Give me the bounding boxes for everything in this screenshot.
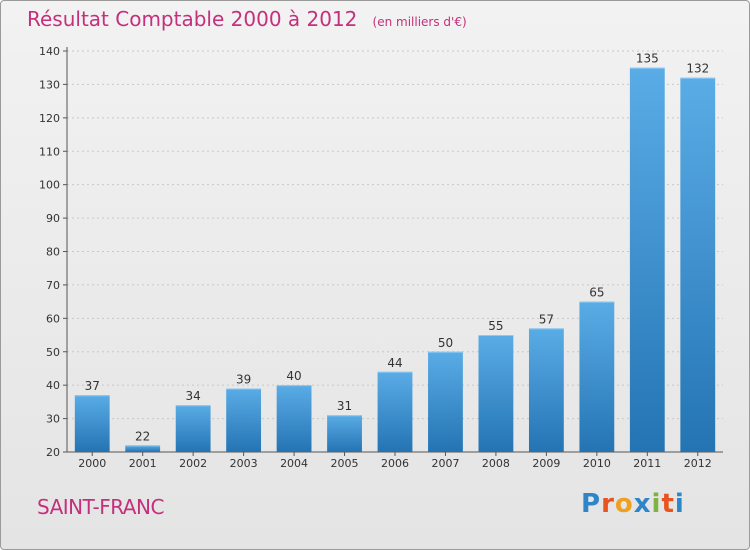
y-tick-labels: 20 30 40 50 60 70 80 90 100 110 120 130 140 <box>39 45 60 459</box>
data-label: 34 <box>186 389 201 403</box>
data-label: 40 <box>286 369 301 383</box>
bar <box>478 335 514 452</box>
data-labels: 37 22 34 39 40 31 44 50 55 57 65 135 132 <box>85 52 710 444</box>
bar <box>226 388 262 452</box>
bar <box>579 301 615 452</box>
data-label: 37 <box>85 379 100 393</box>
y-tick-label: 40 <box>46 379 60 392</box>
data-label: 57 <box>539 312 554 326</box>
y-tick-label: 30 <box>46 413 60 426</box>
y-tick-label: 110 <box>39 145 60 158</box>
data-label: 39 <box>236 373 251 387</box>
y-tick-label: 100 <box>39 179 60 192</box>
data-label: 50 <box>438 336 453 350</box>
x-tick-label: 2002 <box>179 457 207 470</box>
data-label: 135 <box>636 52 659 66</box>
bar <box>74 395 110 452</box>
y-tick-label: 60 <box>46 312 60 325</box>
chart-subtitle: (en milliers d'€) <box>372 15 467 29</box>
x-tick-label: 2011 <box>633 457 661 470</box>
bar <box>528 328 564 452</box>
x-tick-label: 2005 <box>331 457 359 470</box>
bar <box>125 445 161 452</box>
y-tick-label: 120 <box>39 112 60 125</box>
bar <box>175 405 211 452</box>
data-label: 132 <box>686 62 709 76</box>
data-label: 44 <box>387 356 402 370</box>
logo-letter: t <box>661 489 675 519</box>
x-tick-label: 2003 <box>230 457 258 470</box>
y-tick-label: 50 <box>46 346 60 359</box>
logo-letter: i <box>651 489 662 519</box>
y-tick-label: 90 <box>46 212 60 225</box>
data-label: 31 <box>337 399 352 413</box>
proxiti-logo: Proxiti <box>581 489 685 519</box>
x-tick-label: 2004 <box>280 457 308 470</box>
logo-letter: i <box>674 489 685 519</box>
x-tick-label: 2008 <box>482 457 510 470</box>
y-tick-label: 130 <box>39 78 60 91</box>
city-name: SAINT-FRANC <box>37 495 164 519</box>
x-tick-label: 2010 <box>583 457 611 470</box>
data-label: 65 <box>589 286 604 300</box>
bar <box>377 371 413 452</box>
x-tick-labels: 2000 2001 2002 2003 2004 2005 2006 2007 2008 2009… <box>78 457 712 470</box>
x-tick-label: 2001 <box>129 457 157 470</box>
x-tick-label: 2009 <box>532 457 560 470</box>
logo-letter: o <box>614 489 634 519</box>
y-tick-label: 140 <box>39 45 60 58</box>
bar <box>428 351 463 452</box>
bar <box>629 67 665 452</box>
x-tick-label: 2012 <box>684 457 712 470</box>
title-row: Résultat Comptable 2000 à 2012 (en milli… <box>27 7 467 31</box>
y-tick-label: 80 <box>46 246 60 259</box>
logo-letter: P <box>581 489 602 519</box>
bar <box>276 385 312 452</box>
logo-letter: r <box>601 489 615 519</box>
bar <box>680 77 716 452</box>
data-label: 55 <box>488 319 503 333</box>
bars <box>74 67 716 452</box>
y-tick-label: 70 <box>46 279 60 292</box>
data-label: 22 <box>135 429 150 443</box>
y-tick-label: 20 <box>46 446 60 459</box>
bar <box>327 415 362 452</box>
chart-title: Résultat Comptable 2000 à 2012 <box>27 7 358 31</box>
x-tick-label: 2007 <box>431 457 459 470</box>
x-tick-label: 2006 <box>381 457 409 470</box>
x-tick-label: 2000 <box>78 457 106 470</box>
logo-letter: x <box>633 489 652 519</box>
